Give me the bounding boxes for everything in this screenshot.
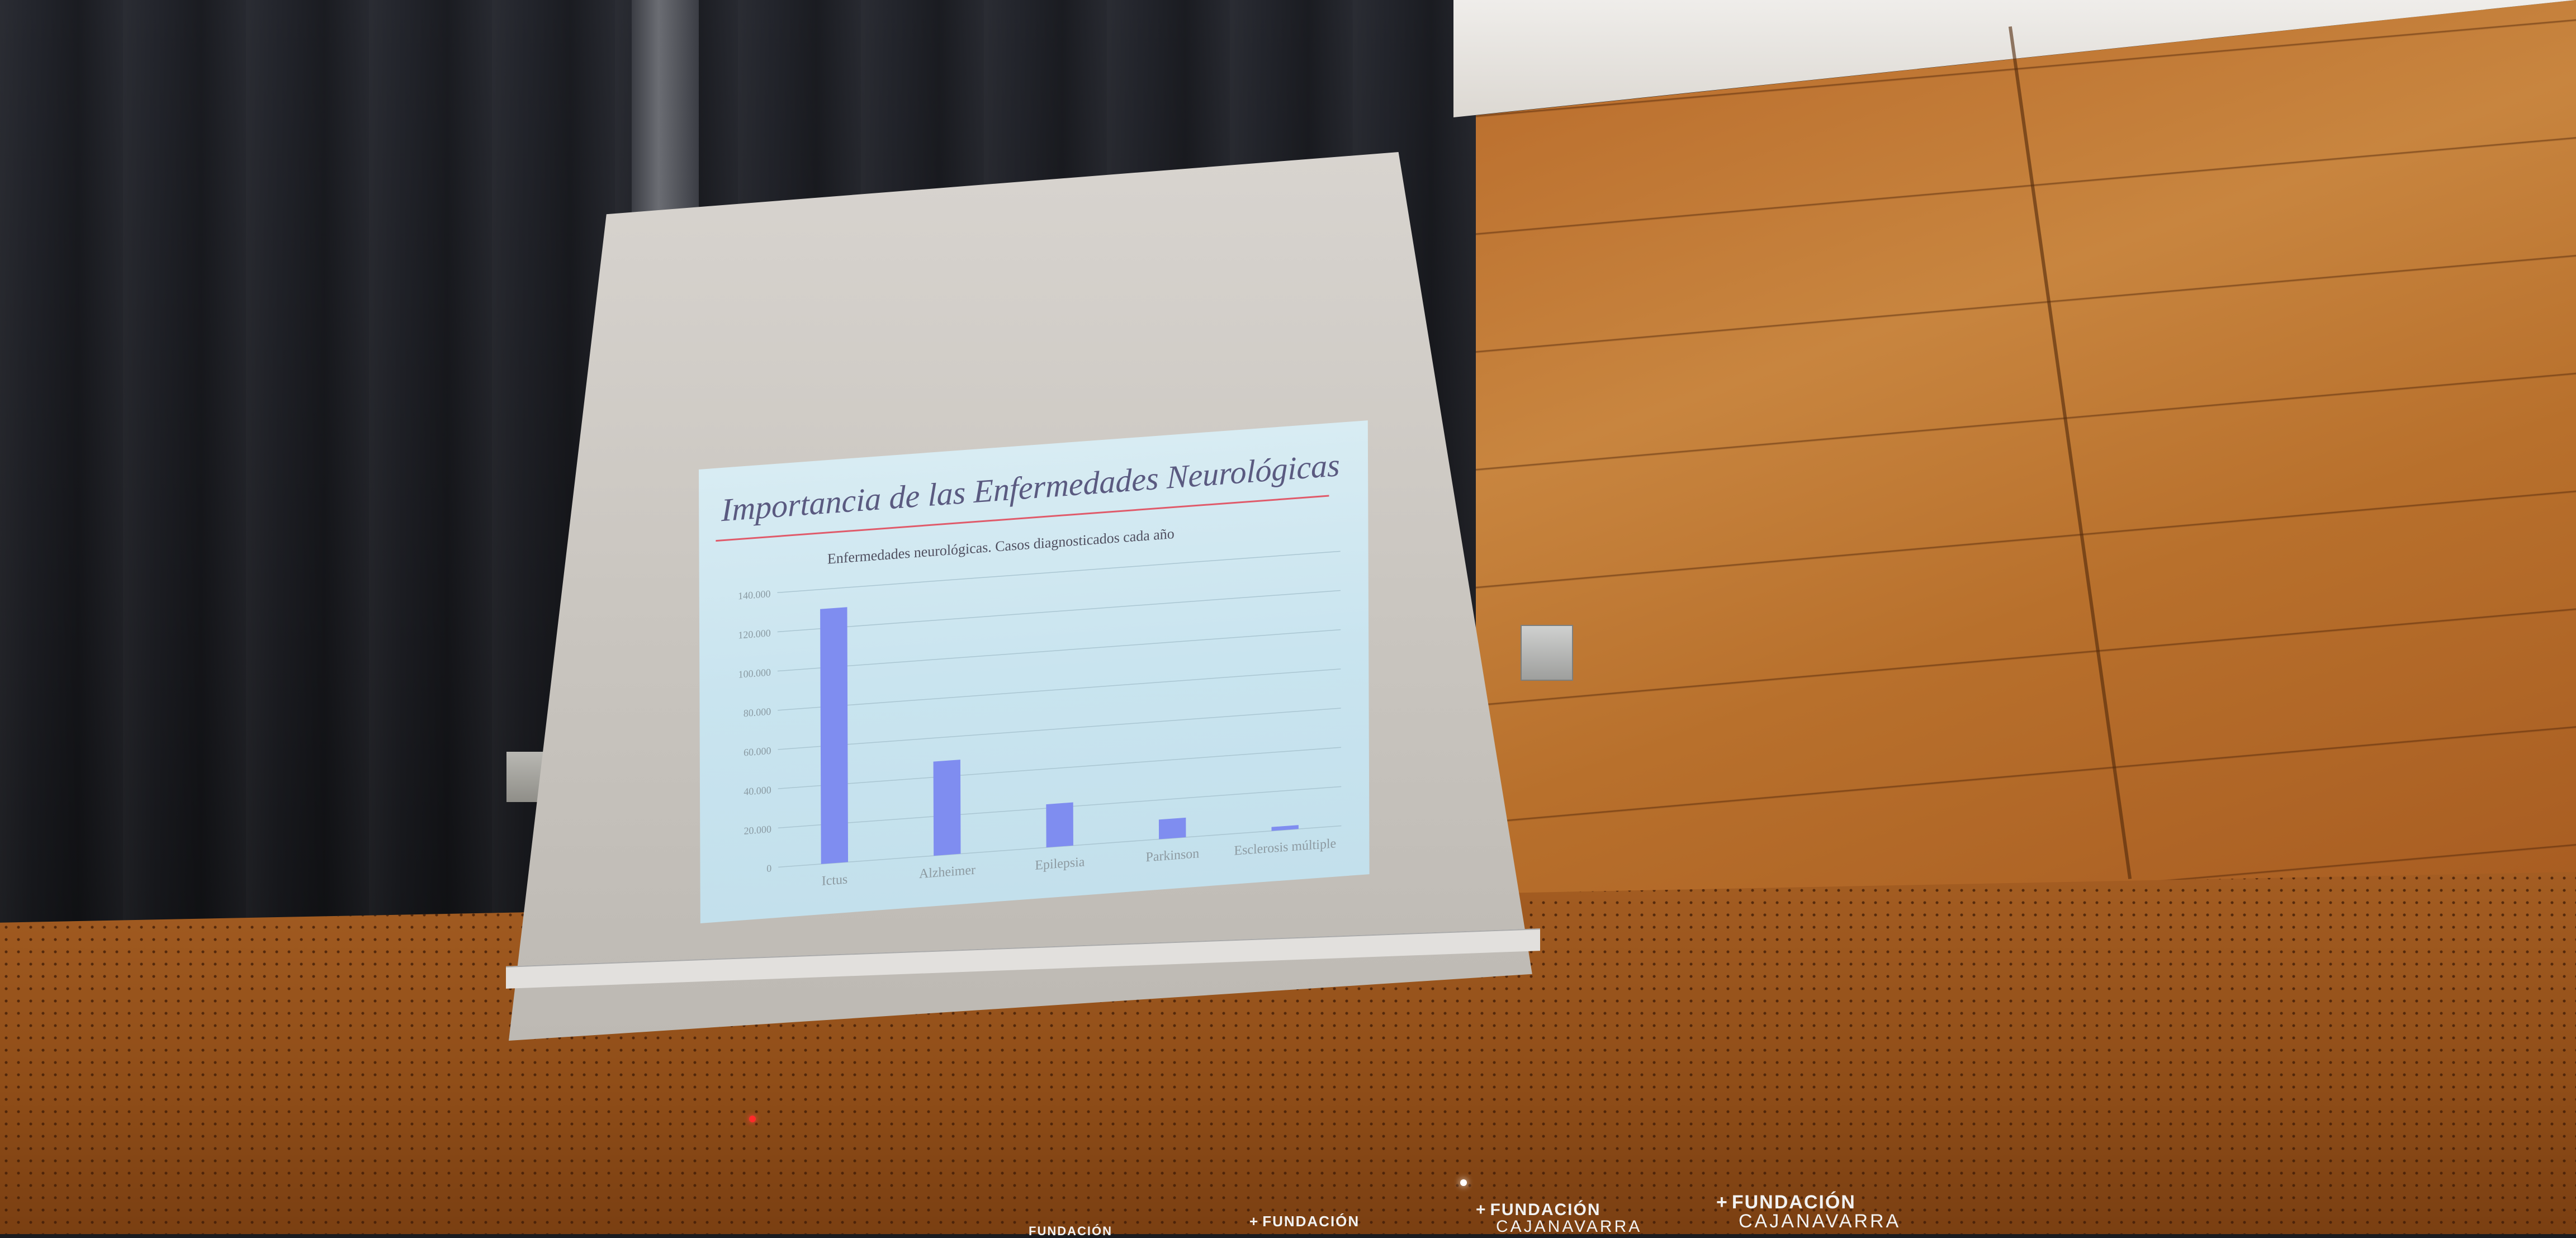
bar-chart: 0 20.000 40.000 60.000 80.000 100.000 120.000 1… — [738, 551, 1342, 889]
gridline — [777, 590, 1341, 633]
cross-icon: + — [1476, 1201, 1487, 1219]
signage-brand: FUNDACIÓN — [1490, 1201, 1601, 1219]
gridline — [777, 629, 1341, 672]
bar-alzheimer — [933, 760, 961, 856]
white-led — [1460, 1179, 1467, 1186]
x-tick-label: Parkinson — [1145, 846, 1199, 865]
wall-switch — [1521, 625, 1573, 681]
y-tick-label: 60.000 — [744, 745, 771, 758]
y-tick-label: 20.000 — [744, 823, 771, 837]
signage-brand: FUNDACIÓN — [1029, 1224, 1112, 1238]
y-tick-label: 140.000 — [738, 588, 770, 601]
bar-ictus — [820, 607, 849, 864]
signage-2: + FUNDACIÓN — [1249, 1214, 1360, 1228]
x-tick-label: Alzheimer — [919, 863, 976, 881]
y-tick-label: 120.000 — [738, 627, 770, 641]
signage-brand: FUNDACIÓN — [1262, 1213, 1360, 1230]
y-tick-label: 80.000 — [744, 706, 771, 719]
x-tick-label: Epilepsia — [1035, 855, 1085, 873]
red-led — [749, 1116, 756, 1122]
bar-esclerosis-m-ltiple — [1271, 825, 1299, 831]
gridline — [778, 668, 1341, 711]
y-tick-label: 40.000 — [744, 784, 771, 798]
bar-parkinson — [1158, 817, 1186, 839]
signage-sub: CAJANAVARRA — [1496, 1217, 1642, 1236]
y-tick-label: 0 — [766, 862, 771, 874]
signage-brand: FUNDACIÓN — [1731, 1192, 1856, 1213]
cross-icon: + — [1249, 1213, 1259, 1230]
wood-panel-wall — [1476, 0, 2576, 961]
signage-1: FUNDACIÓN — [1029, 1225, 1112, 1237]
bar-epilepsia — [1046, 802, 1073, 848]
cross-icon: + — [1716, 1192, 1729, 1213]
x-tick-label: Ictus — [822, 872, 848, 888]
x-tick-label: Esclerosis múltiple — [1234, 836, 1336, 858]
gridline — [778, 708, 1341, 750]
projected-slide: Importancia de las Enfermedades Neurológ… — [699, 420, 1370, 923]
signage-3: + FUNDACIÓN CAJANAVARRA — [1476, 1202, 1642, 1235]
gridline — [777, 551, 1341, 594]
y-tick-label: 100.000 — [738, 667, 771, 680]
signage-sub: CAJANAVARRA — [1739, 1211, 1901, 1232]
signage-4: + FUNDACIÓN CAJANAVARRA — [1716, 1193, 1901, 1231]
gridline — [778, 747, 1341, 789]
